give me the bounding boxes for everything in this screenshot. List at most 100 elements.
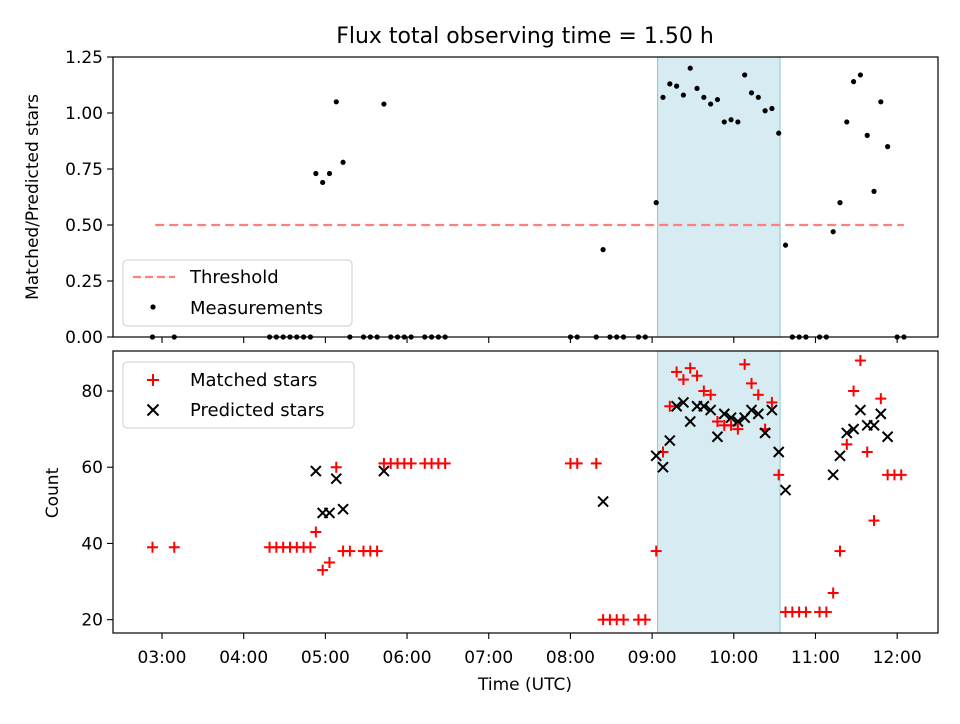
measurement-point bbox=[340, 159, 346, 165]
top-legend-box bbox=[122, 259, 353, 327]
measurement-point bbox=[857, 72, 864, 78]
measurement-point bbox=[748, 90, 755, 96]
predicted-star-marker bbox=[827, 469, 839, 481]
predicted-star-marker bbox=[725, 411, 737, 424]
measurement-point bbox=[871, 188, 877, 194]
measurement-point bbox=[776, 130, 782, 136]
measurement-point bbox=[687, 65, 693, 71]
predicted-star-marker bbox=[310, 465, 322, 477]
measurement-point bbox=[742, 72, 748, 78]
x-tick-label: 11:00 bbox=[791, 648, 840, 668]
bottom-legend-box bbox=[122, 361, 355, 429]
matched-star-marker bbox=[732, 423, 744, 435]
y-tick-label: 60 bbox=[81, 458, 103, 478]
bottom-observing-window-shade bbox=[657, 350, 781, 634]
matched-star-marker bbox=[827, 587, 839, 599]
measurement-point bbox=[728, 117, 734, 123]
measurement-point bbox=[381, 101, 387, 107]
matched-star-marker bbox=[820, 606, 832, 618]
predicted-star-marker bbox=[664, 434, 676, 447]
x-tick-label: 09:00 bbox=[628, 648, 677, 668]
predicted-star-marker bbox=[868, 419, 880, 432]
measurement-point bbox=[333, 99, 339, 105]
matched-star-marker bbox=[705, 389, 717, 401]
predicted-star-marker bbox=[337, 503, 349, 515]
matched-star-marker bbox=[405, 457, 417, 469]
measurement-point bbox=[313, 170, 319, 177]
measurement-point bbox=[885, 144, 891, 150]
matched-star-marker bbox=[571, 457, 583, 469]
measurement-point bbox=[320, 179, 326, 186]
measurement-point bbox=[782, 242, 789, 248]
measurement-point bbox=[837, 200, 843, 206]
predicted-star-marker bbox=[732, 415, 744, 428]
predicted-star-marker bbox=[766, 404, 778, 416]
matched-star-marker bbox=[664, 400, 676, 412]
matched-star-marker bbox=[834, 545, 846, 557]
measurement-point bbox=[714, 96, 721, 103]
chart-title: Flux total observing time = 1.50 h bbox=[336, 24, 714, 49]
matched-star-marker bbox=[745, 377, 757, 389]
measurement-point bbox=[762, 108, 768, 114]
measurement-point bbox=[653, 200, 659, 206]
matched-star-marker bbox=[895, 469, 907, 481]
y-tick-label: 20 bbox=[81, 611, 103, 631]
x-tick-label: 08:00 bbox=[546, 648, 595, 668]
measurement-point bbox=[680, 92, 687, 98]
matched-star-marker bbox=[304, 541, 316, 553]
predicted-star-marker bbox=[670, 400, 683, 412]
x-axis-label: Time (UTC) bbox=[477, 675, 572, 695]
predicted-star-marker bbox=[698, 400, 710, 412]
predicted-star-marker bbox=[759, 427, 771, 439]
y-tick-label: 0.00 bbox=[65, 328, 103, 348]
matched-star-marker bbox=[317, 564, 329, 576]
matched-star-marker bbox=[677, 374, 689, 386]
matched-star-marker bbox=[323, 557, 335, 568]
x-tick-label: 03:00 bbox=[138, 648, 187, 668]
measurement-point bbox=[850, 79, 857, 85]
bottom-legend: Matched stars Predicted stars bbox=[122, 361, 355, 429]
y-tick-label: 1.00 bbox=[65, 104, 103, 124]
matched-star-marker bbox=[868, 515, 880, 527]
y-tick-label: 40 bbox=[81, 534, 103, 554]
measurement-point bbox=[721, 119, 727, 125]
legend-matched-swatch bbox=[147, 374, 159, 386]
predicted-star-marker bbox=[704, 404, 717, 416]
x-tick-label: 10:00 bbox=[709, 648, 758, 668]
y-tick-label: 0.50 bbox=[65, 216, 103, 236]
matched-star-marker bbox=[752, 389, 764, 401]
x-tick-label: 05:00 bbox=[301, 648, 350, 668]
legend-predicted-label: Predicted stars bbox=[190, 400, 324, 421]
matched-star-marker bbox=[684, 362, 696, 374]
measurement-point bbox=[694, 85, 700, 91]
top-plot-frame bbox=[112, 56, 939, 338]
matched-star-marker bbox=[650, 545, 662, 557]
predicted-star-marker bbox=[881, 431, 894, 443]
matched-star-marker bbox=[711, 416, 723, 427]
matched-star-marker bbox=[854, 355, 866, 367]
matched-star-marker bbox=[146, 541, 158, 553]
predicted-star-marker bbox=[711, 431, 724, 443]
measurement-point bbox=[830, 229, 836, 235]
bottom-y-axis-label: Count bbox=[43, 467, 63, 518]
legend-measurements-swatch bbox=[150, 304, 156, 310]
predicted-star-marker bbox=[323, 507, 336, 519]
measurement-point bbox=[735, 119, 741, 125]
matched-star-marker bbox=[310, 526, 322, 538]
measurement-point bbox=[674, 83, 680, 89]
measurement-point bbox=[667, 81, 673, 87]
legend-predicted-swatch bbox=[146, 403, 160, 417]
x-tick-label: 12:00 bbox=[873, 648, 922, 668]
matched-star-marker bbox=[344, 545, 356, 557]
measurement-point bbox=[708, 101, 714, 107]
matched-star-marker bbox=[698, 385, 710, 397]
predicted-star-marker bbox=[745, 404, 758, 416]
predicted-star-marker bbox=[657, 461, 669, 473]
measurement-point bbox=[600, 247, 606, 253]
matched-star-marker bbox=[848, 385, 860, 397]
measurement-point bbox=[878, 99, 884, 105]
matched-star-marker bbox=[773, 469, 785, 481]
measurements-series bbox=[149, 65, 907, 340]
predicted-star-marker bbox=[854, 404, 867, 416]
